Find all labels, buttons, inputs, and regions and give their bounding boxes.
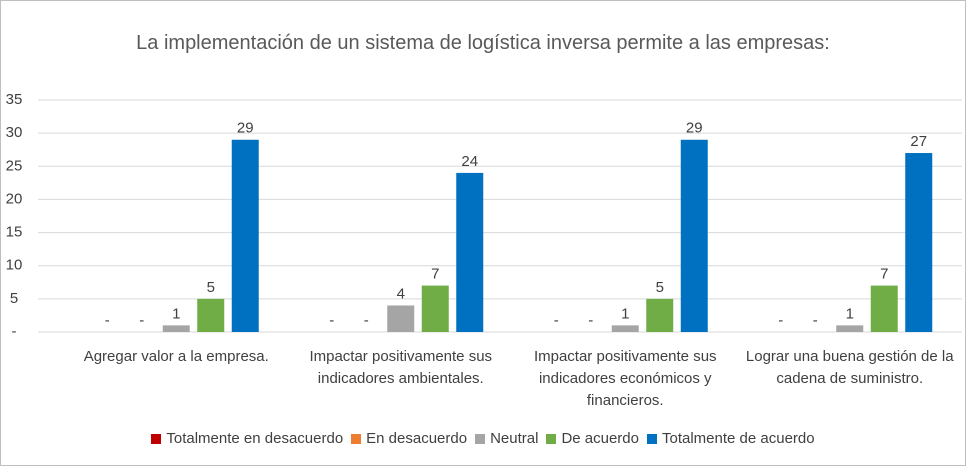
legend-label: Neutral [490,430,539,447]
legend-item: Totalmente en desacuerdo [151,430,343,447]
data-label: 27 [910,133,927,150]
legend-item: En desacuerdo [351,430,467,447]
y-tick-label: - [12,323,17,340]
data-label: - [813,312,818,329]
x-tick-label: Impactar positivamente sus indicadores e… [533,348,717,409]
bar [611,325,639,332]
data-label: 29 [686,120,703,137]
data-label: - [329,312,334,329]
data-label: 29 [237,120,254,137]
legend-label: Totalmente en desacuerdo [166,430,344,447]
x-tick-label: Lograr una buena gestión de la cadena de… [745,348,954,387]
y-tick-label: 25 [6,157,23,174]
y-tick-label: 15 [6,224,23,241]
bar [421,285,449,332]
legend-label: De acuerdo [561,430,639,447]
legend-label: En desacuerdo [366,430,468,447]
legend-item: Totalmente de acuerdo [647,430,815,447]
x-tick-label: Agregar valor a la empresa. [83,348,269,365]
data-label: 1 [172,305,180,322]
legend-swatch [647,433,657,444]
legend-item: De acuerdo [546,430,639,447]
y-tick-label: 30 [6,124,23,141]
data-label: - [588,312,593,329]
bar [197,298,225,332]
data-label: 7 [431,266,439,283]
legend: Totalmente en desacuerdo En desacuerdo Neu… [0,430,966,447]
y-tick-label: 20 [6,190,23,207]
bar [836,325,864,332]
bar [905,153,933,332]
legend-swatch [351,433,362,444]
data-label: 5 [656,279,664,296]
legend-label: Totalmente de acuerdo [662,430,815,447]
data-label: 1 [621,305,629,322]
bar [646,298,674,332]
legend-item: Neutral [475,430,538,447]
bar [680,139,708,332]
data-label: 4 [397,285,405,302]
data-label: - [364,312,369,329]
bar [162,325,190,332]
bar [870,285,898,332]
bar [387,305,415,332]
data-label: 1 [846,305,854,322]
data-label: 7 [880,266,888,283]
bar [456,172,484,332]
y-tick-label: 10 [6,257,23,274]
bar [231,139,259,332]
x-tick-label: Impactar positivamente sus indicadores a… [309,348,493,387]
legend-swatch [151,433,162,444]
y-tick-label: 5 [10,290,18,307]
legend-swatch [475,433,486,444]
data-label: 24 [461,153,478,170]
data-label: - [778,312,783,329]
legend-swatch [546,433,557,444]
chart-title: La implementación de un sistema de logís… [136,32,830,54]
data-label: - [139,312,144,329]
y-tick-label: 35 [6,91,23,108]
data-label: - [554,312,559,329]
data-label: - [105,312,110,329]
data-label: 5 [207,279,215,296]
